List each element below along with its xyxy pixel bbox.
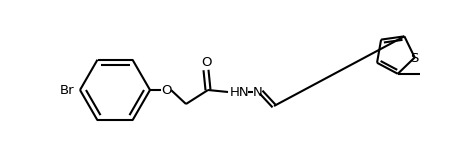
Text: N: N (253, 86, 263, 98)
Text: Br: Br (59, 83, 74, 97)
Text: O: O (161, 83, 171, 97)
Text: S: S (411, 52, 419, 65)
Text: HN: HN (230, 86, 250, 98)
Text: O: O (201, 57, 211, 69)
